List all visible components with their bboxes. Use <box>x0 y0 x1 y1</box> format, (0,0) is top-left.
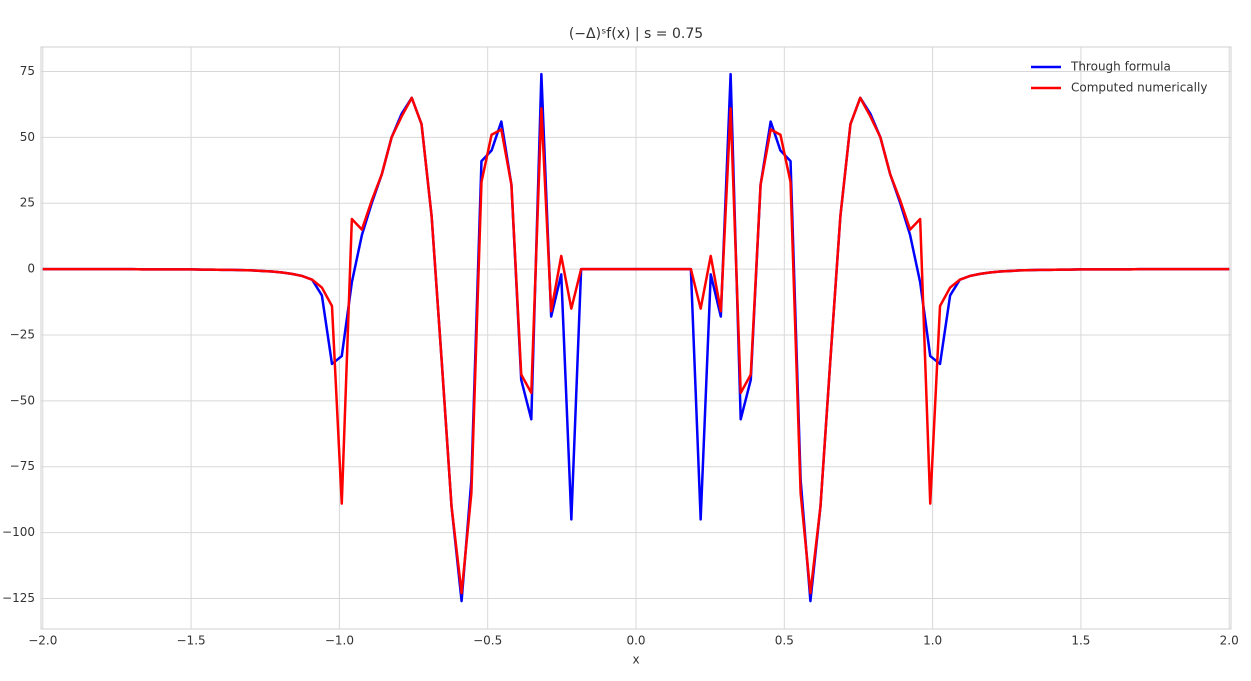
y-tick-label: −25 <box>10 327 35 341</box>
y-tick-label: 75 <box>20 64 35 78</box>
legend-label: Through formula <box>1070 60 1171 74</box>
y-tick-label: −100 <box>2 525 35 539</box>
data-line <box>42 96 1230 595</box>
x-tick-label: 0.0 <box>626 634 645 648</box>
x-tick-label: 1.5 <box>1071 634 1090 648</box>
plot-frame <box>40 46 1232 630</box>
x-tick-label: 2.0 <box>1220 634 1239 648</box>
y-tick-label: 0 <box>27 262 35 276</box>
y-tick-label: 50 <box>20 130 35 144</box>
legend-label: Computed numerically <box>1071 81 1207 95</box>
x-axis-label: x <box>632 653 639 667</box>
x-tick-label: 1.0 <box>923 634 942 648</box>
x-tick-label: 0.5 <box>775 634 794 648</box>
x-tick-label: −1.0 <box>325 634 354 648</box>
y-tick-label: −50 <box>10 393 35 407</box>
y-tick-label: −125 <box>2 591 35 605</box>
x-tick-label: −2.0 <box>28 634 57 648</box>
x-tick-label: −0.5 <box>473 634 502 648</box>
y-tick-label: 25 <box>20 196 35 210</box>
chart-title: (−Δ)ˢf(x) | s = 0.75 <box>569 26 703 42</box>
x-tick-label: −1.5 <box>177 634 206 648</box>
y-tick-label: −75 <box>10 459 35 473</box>
